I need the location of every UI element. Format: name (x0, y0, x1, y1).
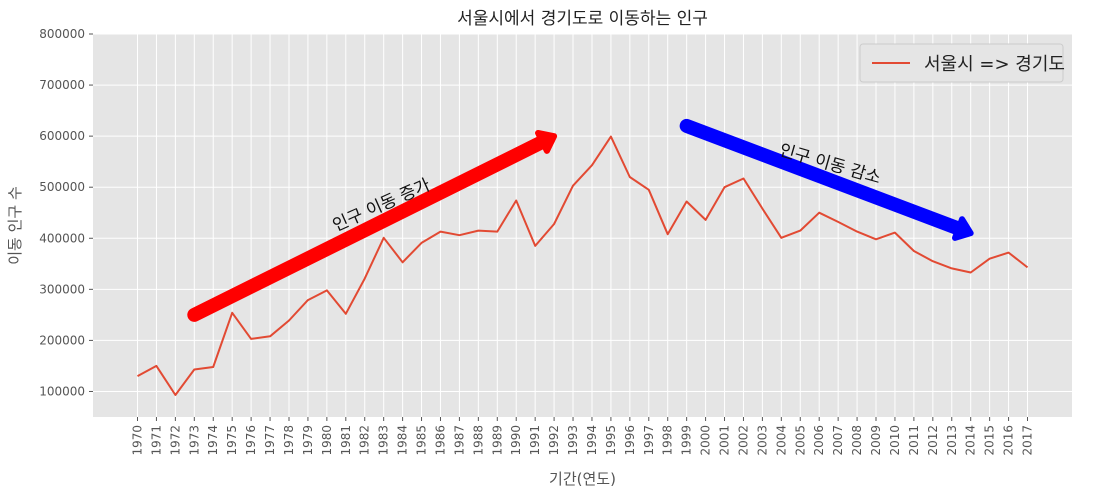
y-axis-label: 이동 인구 수 (6, 186, 24, 265)
legend-box (859, 43, 1064, 83)
x-tick-label: 2006 (812, 425, 826, 456)
x-tick-label: 2016 (1002, 425, 1016, 456)
x-tick-label: 1973 (187, 425, 201, 456)
x-tick-label: 1998 (661, 425, 675, 456)
series-layer (137, 135, 1029, 396)
x-tick-label: 1988 (471, 425, 485, 456)
series-line (137, 135, 1029, 396)
x-tick-label: 1991 (528, 425, 542, 456)
x-tick-label: 1983 (377, 425, 391, 456)
x-tick-label: 1992 (547, 425, 561, 456)
x-tick-label: 2002 (736, 425, 750, 456)
x-tick-label: 1994 (585, 425, 599, 456)
x-axis-ticks: 1970 1971 1972 1973 1974 1975 1976 1977 1978 1979… (131, 417, 1035, 456)
x-tick-label: 2007 (831, 425, 845, 456)
x-tick-label: 2017 (1021, 425, 1035, 456)
plot-area (93, 34, 1072, 417)
x-tick-label: 1995 (604, 425, 618, 456)
x-tick-label: 1996 (623, 425, 637, 456)
y-axis-ticks: 100000 200000 300000 400000 500000 600000 7000… (39, 27, 93, 398)
y-tick-label: 100000 (39, 384, 85, 398)
x-tick-label: 1980 (320, 425, 334, 456)
x-tick-label: 2008 (850, 425, 864, 456)
x-tick-label: 1990 (509, 425, 523, 456)
arrow-head (951, 216, 974, 241)
x-tick-label: 2010 (888, 425, 902, 456)
x-tick-label: 2001 (718, 425, 732, 456)
x-tick-label: 1997 (642, 425, 656, 456)
x-tick-label: 1986 (433, 425, 447, 456)
x-tick-label: 1972 (168, 425, 182, 456)
x-tick-label: 2005 (793, 425, 807, 456)
arrow-shaft (679, 118, 966, 236)
arrow-head (535, 129, 558, 154)
trend-arrow (679, 118, 974, 241)
x-tick-label: 2011 (907, 425, 921, 456)
x-tick-label: 1987 (452, 425, 466, 456)
y-tick-label: 600000 (39, 129, 85, 143)
x-tick-label: 2009 (869, 425, 883, 456)
y-tick-label: 800000 (39, 27, 85, 41)
x-tick-label: 1985 (415, 425, 429, 456)
x-tick-label: 1989 (490, 425, 504, 456)
x-tick-label: 2004 (774, 425, 788, 456)
y-tick-label: 500000 (39, 180, 85, 194)
x-tick-label: 1977 (263, 425, 277, 456)
x-tick-label: 1978 (282, 425, 296, 456)
y-tick-label: 400000 (39, 231, 85, 245)
y-tick-label: 300000 (39, 282, 85, 296)
x-tick-label: 1976 (244, 425, 258, 456)
x-tick-label: 2015 (983, 425, 997, 456)
x-tick-label: 1981 (339, 425, 353, 456)
x-tick-label: 2003 (755, 425, 769, 456)
x-tick-label: 1970 (131, 425, 145, 456)
y-tick-label: 200000 (39, 333, 85, 347)
x-tick-label: 1984 (396, 425, 410, 456)
legend-entry: 서울시 => 경기도 (924, 54, 1065, 75)
trend-arrow (187, 129, 558, 322)
x-tick-label: 1982 (358, 425, 372, 456)
x-axis-label: 기간(연도) (549, 470, 616, 488)
arrow-shaft (187, 134, 550, 322)
x-tick-label: 2013 (945, 425, 959, 456)
x-tick-label: 1979 (301, 425, 315, 456)
x-tick-label: 1971 (149, 425, 163, 456)
x-tick-label: 1974 (206, 425, 220, 456)
chart-title: 서울시에서 경기도로 이동하는 인구 (457, 9, 708, 29)
x-tick-label: 1999 (680, 425, 694, 456)
x-tick-label: 2012 (926, 425, 940, 456)
y-tick-label: 700000 (39, 78, 85, 92)
grid (93, 33, 1072, 417)
x-tick-label: 1993 (566, 425, 580, 456)
x-tick-label: 1975 (225, 425, 239, 456)
x-tick-label: 2000 (699, 425, 713, 456)
x-tick-label: 2014 (964, 425, 978, 456)
legend: 서울시 => 경기도 (859, 43, 1065, 83)
